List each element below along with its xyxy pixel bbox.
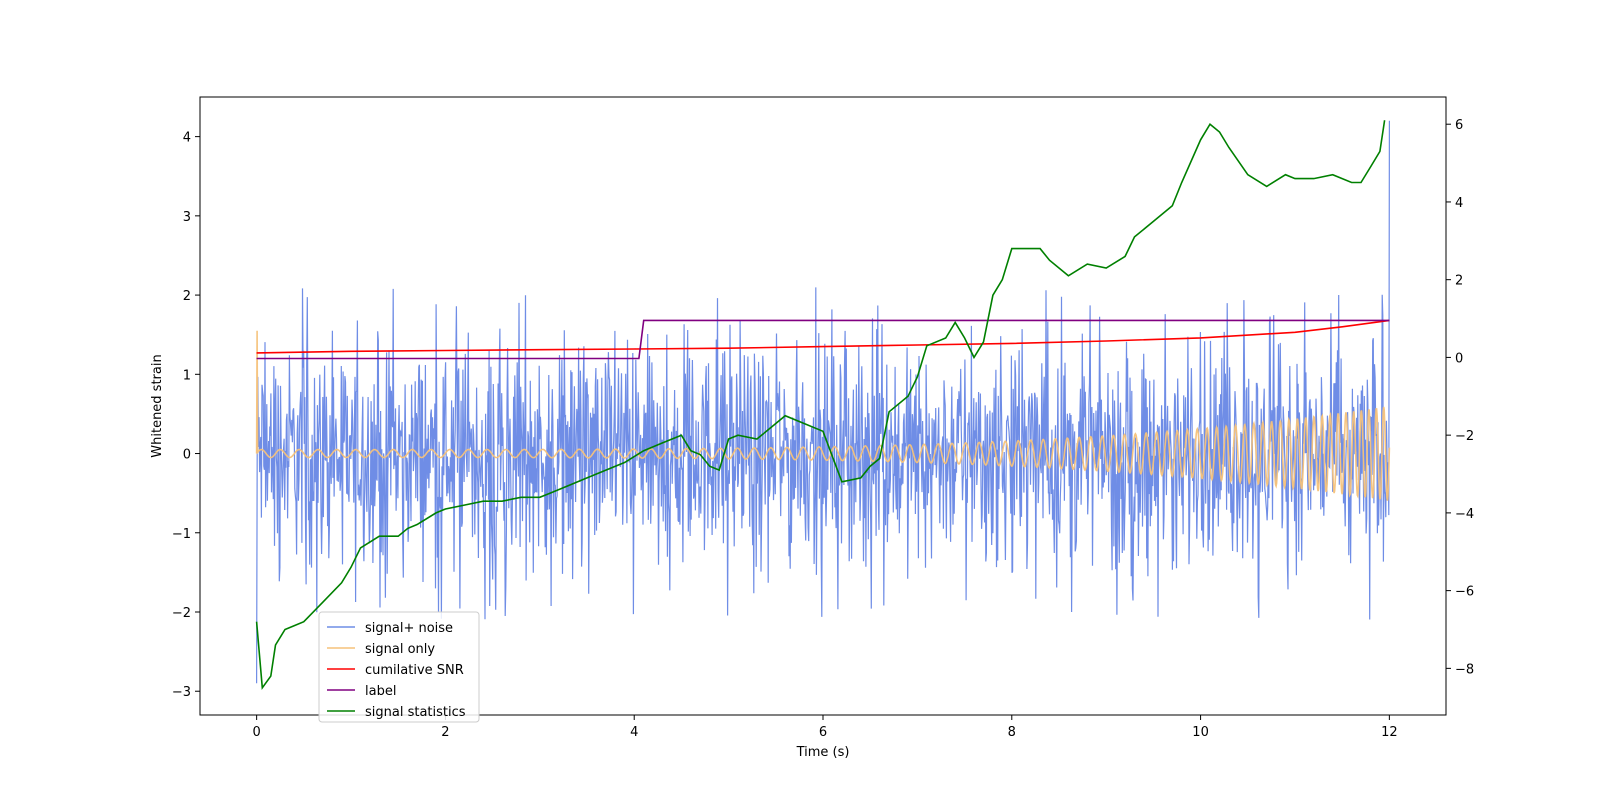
legend-box xyxy=(318,611,480,723)
x-axis-label: Time (s) xyxy=(796,745,850,760)
y-tick-label-right: −2 xyxy=(1455,429,1474,444)
legend: signal+ noise signal only cumilative SNR la… xyxy=(318,611,480,723)
series-line-label xyxy=(256,319,1390,360)
y-tick-label-left: −3 xyxy=(172,685,191,700)
series-line-cumilative-snr xyxy=(256,319,1390,354)
legend-label: signal+ noise xyxy=(365,621,453,636)
x-tick-label: 0 xyxy=(252,725,260,740)
legend-label: signal only xyxy=(365,642,435,657)
x-tick-label: 12 xyxy=(1381,725,1398,740)
y-tick-label-left: 2 xyxy=(183,289,191,304)
y-tick-label-left: 0 xyxy=(183,448,191,463)
y-tick-label-right: −6 xyxy=(1455,585,1474,600)
series-line-signal-statistics xyxy=(255,120,1386,691)
legend-label: signal statistics xyxy=(365,705,466,720)
x-tick-label: 2 xyxy=(441,725,449,740)
y-tick-label-right: −4 xyxy=(1455,507,1474,522)
y-tick-label-right: 2 xyxy=(1455,274,1463,289)
series-line-signal-only xyxy=(255,330,1391,501)
y-tick-label-right: 4 xyxy=(1455,196,1463,211)
y-tick-label-left: −2 xyxy=(172,606,191,621)
x-tick-label: 8 xyxy=(1008,725,1016,740)
y-tick-label-left: 4 xyxy=(183,131,191,146)
y-tick-label-right: 6 xyxy=(1455,118,1463,133)
series-line-signal-noise xyxy=(256,120,1390,684)
y-tick-label-left: 1 xyxy=(183,368,191,383)
y-tick-label-right: 0 xyxy=(1455,351,1463,366)
legend-label: cumilative SNR xyxy=(365,663,464,678)
x-tick-label: 6 xyxy=(819,725,827,740)
series-layer xyxy=(255,120,1391,691)
x-tick-label: 4 xyxy=(630,725,638,740)
y-tick-label-left: 3 xyxy=(183,210,191,225)
legend-label: label xyxy=(365,684,396,699)
y-axis-label-left: Whitened strain xyxy=(150,354,165,457)
y-tick-label-right: −8 xyxy=(1455,662,1474,677)
x-tick-label: 10 xyxy=(1192,725,1209,740)
y-tick-label-left: −1 xyxy=(172,527,191,542)
